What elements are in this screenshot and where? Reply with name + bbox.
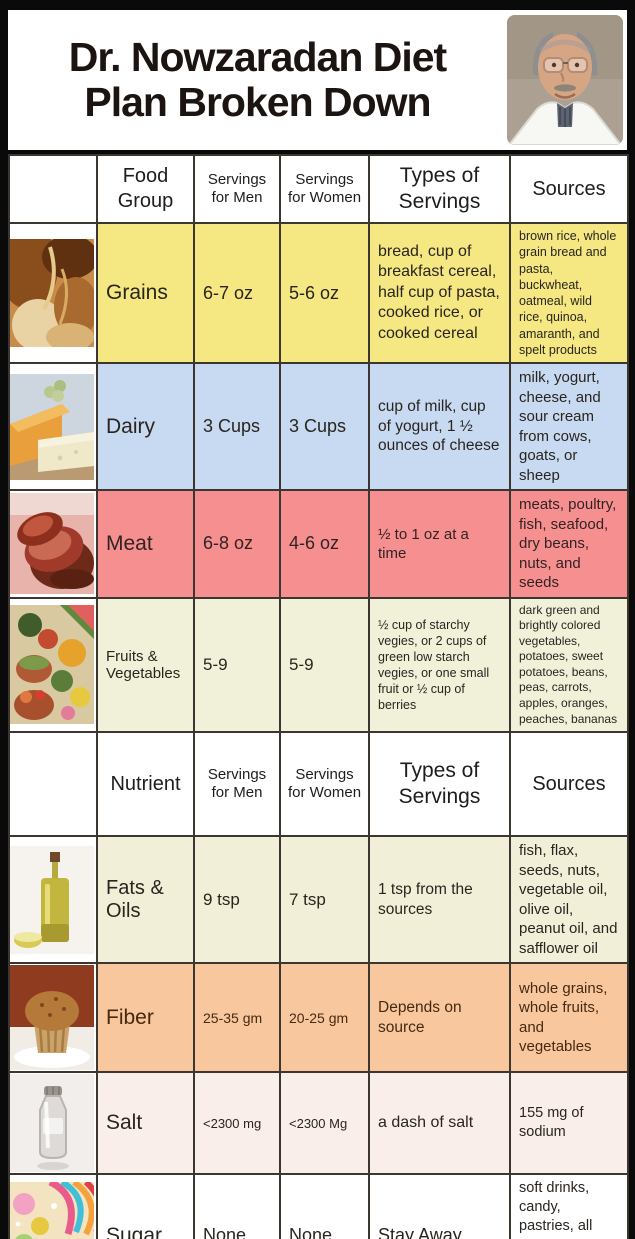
olive-oil-bottle-photo xyxy=(11,845,94,954)
types-of-servings-text: Stay Away xyxy=(368,1173,511,1239)
table-row-fats-oils: Fats & Oils 9 tsp 7 tsp 1 tsp from the s… xyxy=(8,835,629,965)
food-group-name: Grains xyxy=(96,222,195,364)
grains-bread-photo xyxy=(11,239,94,347)
types-of-servings-text: ½ cup of starchy vegies, or 2 cups of gr… xyxy=(368,596,511,734)
column-header-servings-men: Servings for Men xyxy=(193,154,281,224)
candy-sweets-photo xyxy=(11,1181,94,1239)
column-header-servings-men: Servings for Men xyxy=(193,731,281,838)
meat-photo-cell xyxy=(8,489,98,599)
column-header-sources: Sources xyxy=(509,731,629,838)
types-of-servings-text: Depends on source xyxy=(368,962,511,1074)
nutrient-name: Fats & Oils xyxy=(96,835,195,965)
sugar-photo-cell xyxy=(8,1173,98,1239)
column-header-servings-women: Servings for Women xyxy=(279,154,370,224)
table-row-meat: Meat 6-8 oz 4-6 oz ½ to 1 oz at a time m… xyxy=(8,489,629,599)
dairy-photo-cell xyxy=(8,362,98,491)
header-empty-cell xyxy=(8,731,98,838)
column-header-types-of-servings: Types of Servings xyxy=(368,731,511,838)
table-row-fiber: Fiber 25-35 gm 20-25 gm Depends on sourc… xyxy=(8,962,629,1074)
types-of-servings-text: bread, cup of breakfast cereal, half cup… xyxy=(368,222,511,364)
page-title-line1: Dr. Nowzaradan Diet xyxy=(68,33,447,80)
fruits-vegetables-photo xyxy=(11,605,94,725)
title-bar: Dr. Nowzaradan Diet Plan Broken Down xyxy=(8,10,627,150)
page-title: Dr. Nowzaradan Diet Plan Broken Down xyxy=(8,33,507,125)
servings-men-value: 9 tsp xyxy=(193,835,281,965)
types-of-servings-text: a dash of salt xyxy=(368,1071,511,1176)
sources-text: dark green and brightly colored vegetabl… xyxy=(509,596,629,734)
column-header-food-group: Food Group xyxy=(96,154,195,224)
types-of-servings-text: 1 tsp from the sources xyxy=(368,835,511,965)
table-row-salt: Salt <2300 mg <2300 Mg a dash of salt 15… xyxy=(8,1071,629,1176)
servings-women-value: <2300 Mg xyxy=(279,1071,370,1176)
doctor-portrait xyxy=(507,15,623,145)
types-of-servings-text: cup of milk, cup of yogurt, 1 ½ ounces o… xyxy=(368,362,511,491)
servings-women-value: 4-6 oz xyxy=(279,489,370,599)
nutrient-name: Sugar xyxy=(96,1173,195,1239)
food-group-name: Meat xyxy=(96,489,195,599)
servings-men-value: 6-8 oz xyxy=(193,489,281,599)
servings-men-value: <2300 mg xyxy=(193,1071,281,1176)
table-row-fruits-vegetables: Fruits & Vegetables 5-9 5-9 ½ cup of sta… xyxy=(8,596,629,734)
servings-women-value: 3 Cups xyxy=(279,362,370,491)
servings-women-value: 20-25 gm xyxy=(279,962,370,1074)
servings-men-value: 3 Cups xyxy=(193,362,281,491)
doctor-portrait-image xyxy=(507,15,623,145)
servings-women-value: None xyxy=(279,1173,370,1239)
sources-text: 155 mg of sodium xyxy=(509,1071,629,1176)
sources-text: soft drinks, candy, pastries, all sugars… xyxy=(509,1173,629,1239)
column-header-servings-women: Servings for Women xyxy=(279,731,370,838)
sources-text: brown rice, whole grain bread and pasta,… xyxy=(509,222,629,364)
fruits-vegetables-photo-cell xyxy=(8,596,98,734)
fiber-photo-cell xyxy=(8,962,98,1074)
column-header-nutrient: Nutrient xyxy=(96,731,195,838)
servings-men-value: 5-9 xyxy=(193,596,281,734)
dairy-cheese-photo xyxy=(11,373,94,480)
sources-text: fish, flax, seeds, nuts, vegetable oil, … xyxy=(509,835,629,965)
diet-table: Food Group Servings for Men Servings for… xyxy=(8,154,629,1239)
column-header-types-of-servings: Types of Servings xyxy=(368,154,511,224)
nutrient-name: Salt xyxy=(96,1071,195,1176)
table-header-food-group: Food Group Servings for Men Servings for… xyxy=(8,154,629,224)
servings-men-value: 25-35 gm xyxy=(193,962,281,1074)
servings-women-value: 7 tsp xyxy=(279,835,370,965)
page-title-line2: Plan Broken Down xyxy=(84,79,431,125)
table-row-grains: Grains 6-7 oz 5-6 oz bread, cup of break… xyxy=(8,222,629,364)
sources-text: milk, yogurt, cheese, and sour cream fro… xyxy=(509,362,629,491)
grains-photo-cell xyxy=(8,222,98,364)
table-row-sugar: Sugar None None Stay Away soft drinks, c… xyxy=(8,1173,629,1239)
meat-sliced-beef-photo xyxy=(11,493,94,595)
servings-women-value: 5-9 xyxy=(279,596,370,734)
servings-men-value: None xyxy=(193,1173,281,1239)
salt-shaker-photo xyxy=(11,1074,94,1173)
servings-women-value: 5-6 oz xyxy=(279,222,370,364)
sources-text: whole grains, whole fruits, and vegetabl… xyxy=(509,962,629,1074)
column-header-sources: Sources xyxy=(509,154,629,224)
bran-muffin-photo xyxy=(11,965,94,1071)
nutrient-name: Fiber xyxy=(96,962,195,1074)
salt-photo-cell xyxy=(8,1071,98,1176)
servings-men-value: 6-7 oz xyxy=(193,222,281,364)
types-of-servings-text: ½ to 1 oz at a time xyxy=(368,489,511,599)
table-row-dairy: Dairy 3 Cups 3 Cups cup of milk, cup of … xyxy=(8,362,629,491)
food-group-name: Dairy xyxy=(96,362,195,491)
table-header-nutrient: Nutrient Servings for Men Servings for W… xyxy=(8,731,629,838)
sources-text: meats, poultry, fish, seafood, dry beans… xyxy=(509,489,629,599)
food-group-name: Fruits & Vegetables xyxy=(96,596,195,734)
header-empty-cell xyxy=(8,154,98,224)
fats-oils-photo-cell xyxy=(8,835,98,965)
